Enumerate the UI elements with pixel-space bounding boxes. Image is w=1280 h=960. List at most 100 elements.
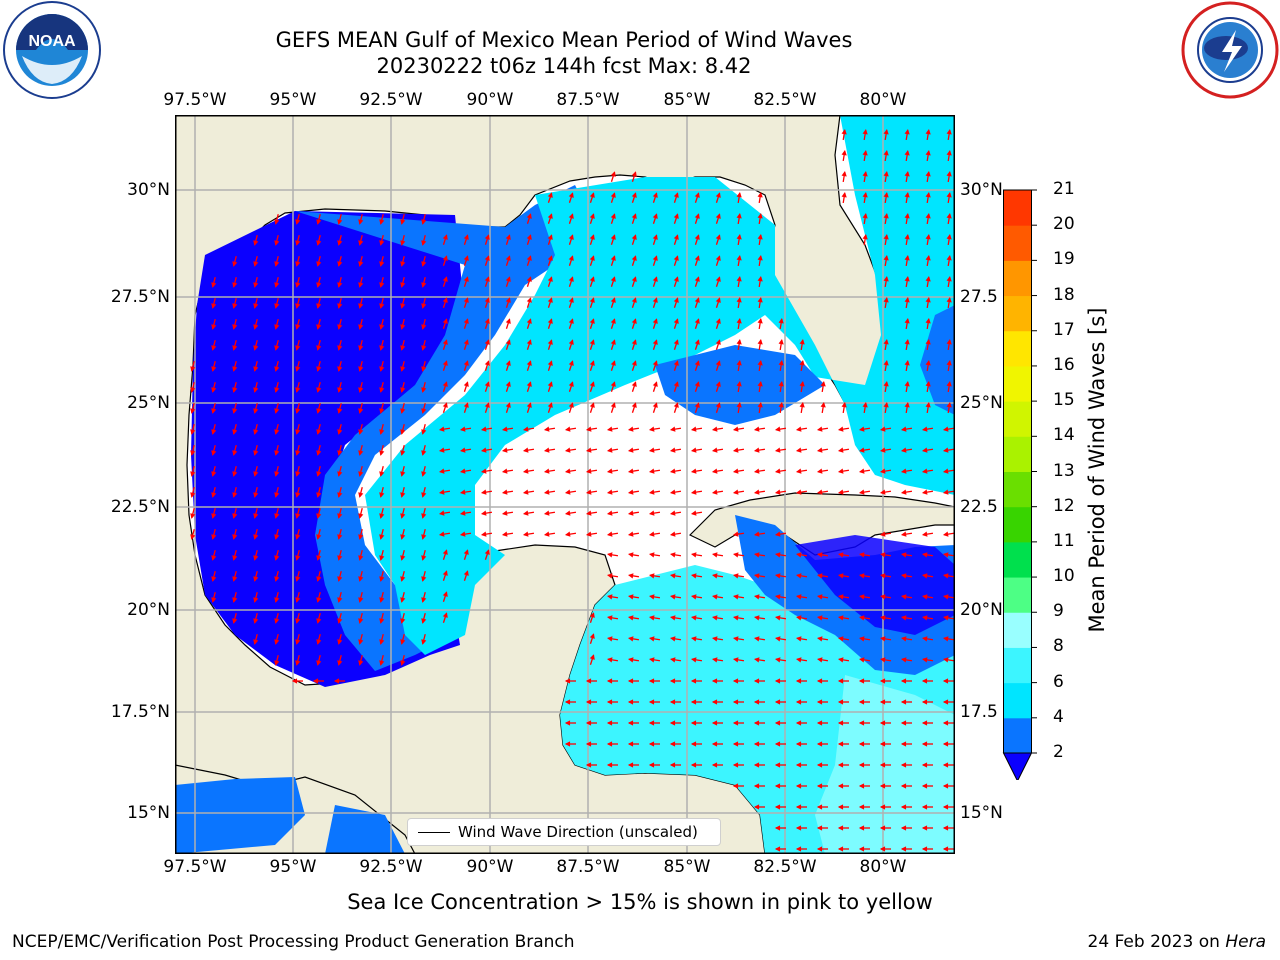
wind-arrow-head <box>837 762 844 768</box>
wind-arrow-head <box>879 783 886 789</box>
wind-arrow-head <box>837 426 844 432</box>
wind-arrow-head <box>774 615 781 621</box>
wind-arrow-head <box>879 594 886 600</box>
wind-arrow-head <box>627 720 634 726</box>
wind-arrow-head <box>795 468 802 474</box>
wind-arrow-head <box>883 338 889 345</box>
wind-arrow-head <box>900 531 907 537</box>
wind-arrow-head <box>694 213 700 219</box>
wind-arrow-head <box>379 513 385 519</box>
wind-arrow-head <box>753 468 760 474</box>
wind-arrow-head <box>190 450 196 456</box>
wind-arrow-head <box>858 573 865 579</box>
wind-arrow-head <box>736 317 742 324</box>
wind-arrow-head <box>690 762 697 768</box>
wind-arrow-head <box>631 402 637 408</box>
colorbar-tick-label: 9 <box>1053 601 1064 622</box>
wind-arrow-head <box>921 762 928 768</box>
wind-arrow-head <box>589 297 595 303</box>
wind-arrow-head <box>358 282 364 288</box>
wind-arrow-head <box>211 387 217 393</box>
wind-arrow-head <box>442 255 448 261</box>
wind-arrow-head <box>442 360 448 366</box>
wind-arrow-head <box>568 297 574 303</box>
wind-arrow-head <box>694 402 700 408</box>
wind-arrow-head <box>253 597 259 603</box>
wind-arrow-head <box>505 318 511 324</box>
wind-arrow-head <box>732 447 739 453</box>
wind-arrow-head <box>669 741 676 747</box>
wind-arrow-head <box>837 846 844 852</box>
wind-arrow-head <box>606 510 613 516</box>
wind-arrow-head <box>190 492 196 498</box>
wind-arrow-head <box>232 261 238 267</box>
wind-arrow-head <box>295 366 301 372</box>
wind-arrow-head <box>610 297 616 303</box>
wind-arrow-head <box>883 296 889 303</box>
wind-arrow-head <box>862 233 868 240</box>
wind-arrow-head <box>543 531 550 537</box>
wind-arrow-head <box>627 615 634 621</box>
wind-arrow-head <box>778 317 784 324</box>
wind-arrow-head <box>879 573 886 579</box>
wind-arrow-head <box>543 489 550 495</box>
wind-arrow-head <box>568 381 574 387</box>
wind-arrow-head <box>253 240 259 246</box>
wind-arrow-head <box>736 212 742 219</box>
wind-arrow-head <box>732 594 739 600</box>
wind-arrow-head <box>904 212 910 219</box>
wind-arrow-head <box>946 212 952 219</box>
wind-arrow-head <box>774 657 781 663</box>
wind-arrow-head <box>946 380 952 387</box>
wind-arrow-head <box>337 492 343 498</box>
wind-arrow-head <box>942 699 949 705</box>
wind-arrow-head <box>585 510 592 516</box>
wind-arrow-head <box>627 573 634 579</box>
wind-arrow-head <box>904 338 910 345</box>
wind-arrow-head <box>526 213 532 219</box>
colorbar-tick-label: 16 <box>1053 354 1075 375</box>
wind-arrow-head <box>211 282 217 288</box>
wind-arrow-head <box>295 429 301 435</box>
wind-arrow-head <box>274 555 280 561</box>
wind-arrow-head <box>610 171 616 177</box>
wind-arrow-head <box>837 573 844 579</box>
wind-arrow-head <box>904 359 910 366</box>
wind-arrow-head <box>316 450 322 456</box>
wind-arrow-head <box>631 318 637 324</box>
wind-arrow-head <box>757 254 763 261</box>
wind-arrow-head <box>484 549 490 555</box>
wind-arrow-head <box>883 149 889 156</box>
wind-arrow-head <box>715 339 721 345</box>
wind-arrow-head <box>753 741 760 747</box>
wind-arrow-head <box>942 447 949 453</box>
wind-arrow-head <box>690 678 697 684</box>
wind-arrow-head <box>421 534 427 540</box>
wind-arrow-head <box>232 471 238 477</box>
wind-arrow-head <box>589 276 595 282</box>
wind-arrow-head <box>606 552 613 558</box>
wind-arrow-head <box>648 468 655 474</box>
wind-arrow-head <box>400 282 406 288</box>
wind-arrow-head <box>627 594 634 600</box>
wind-arrow-head <box>736 275 742 282</box>
wind-arrow-head <box>669 594 676 600</box>
colorbar <box>1002 189 1037 780</box>
wind-arrow-head <box>358 492 364 498</box>
colorbar-swatch <box>1003 506 1032 543</box>
colorbar-tick-label: 20 <box>1053 214 1075 235</box>
wind-arrow-head <box>337 282 343 288</box>
lat-label-left: 25°N <box>127 393 170 413</box>
colorbar-swatch <box>1003 401 1032 437</box>
wind-arrow-head <box>606 468 613 474</box>
lon-label-top: 92.5°W <box>359 90 423 110</box>
wind-arrow-head <box>925 380 931 387</box>
wind-arrow-head <box>400 597 406 603</box>
wind-arrow-head <box>379 660 385 666</box>
wind-arrow-head <box>442 402 448 408</box>
lat-label-left: 27.5°N <box>110 287 170 307</box>
wind-arrow-head <box>816 720 823 726</box>
wind-arrow-head <box>421 492 427 498</box>
wind-arrow-head <box>858 825 865 831</box>
wind-arrow-head <box>627 447 634 453</box>
